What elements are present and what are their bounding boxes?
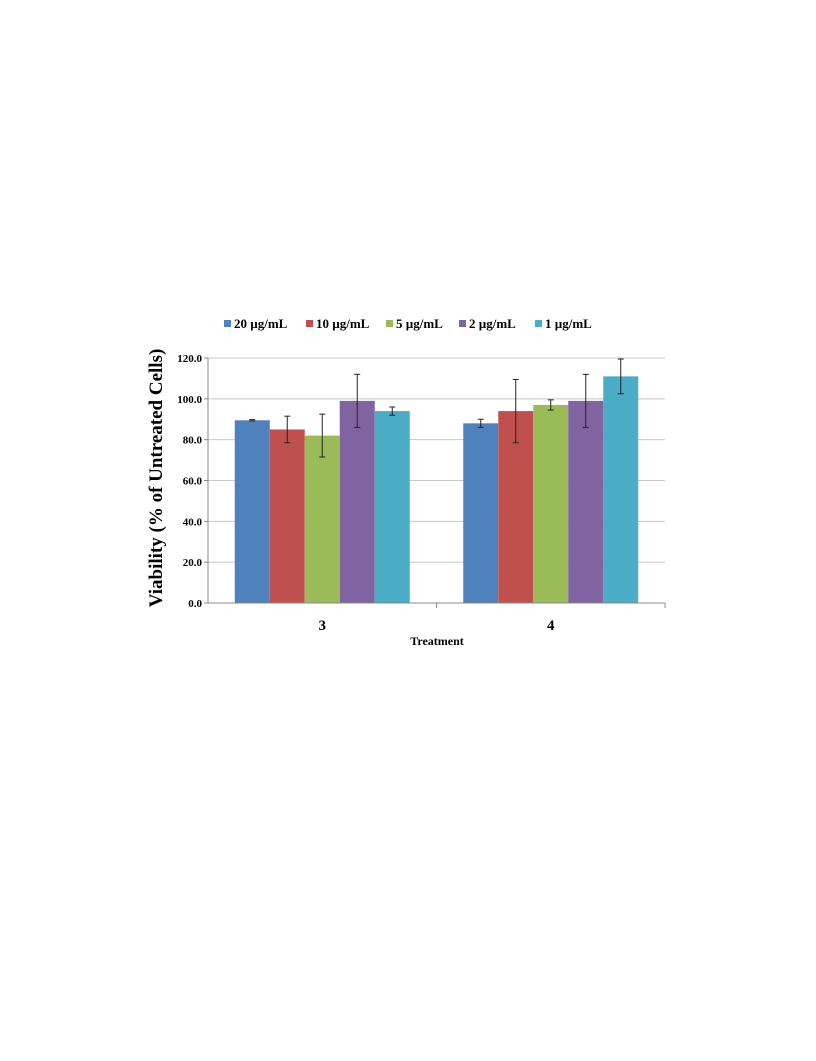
legend-swatch [386, 320, 393, 327]
y-tick-label: 100.0 [177, 394, 202, 406]
legend-label: 20 µg/mL [234, 316, 288, 331]
error-bars [249, 358, 624, 458]
y-tick-label: 20.0 [183, 557, 203, 569]
y-tick-label: 120.0 [177, 353, 202, 365]
legend-label: 1 µg/mL [545, 316, 592, 331]
bar-3-series-1 [234, 420, 270, 603]
y-tick-label: 80.0 [183, 435, 203, 447]
bar-4-series-3 [533, 404, 569, 603]
legend-swatch [306, 320, 313, 327]
axes [204, 357, 666, 608]
bar-3-series-2 [269, 429, 305, 603]
bar-3-series-3 [304, 435, 340, 603]
legend-swatch [535, 320, 542, 327]
legend-label: 2 µg/mL [469, 316, 516, 331]
tick-labels: 0.0 20.0 40.0 60.0 80.0 100.0 120.0 3 4 [177, 353, 555, 634]
bars [234, 376, 639, 603]
bar-4-series-1 [463, 423, 499, 603]
y-tick-label: 40.0 [183, 516, 203, 528]
bar-3-series-4 [339, 400, 375, 603]
legend-swatch [459, 320, 466, 327]
legend-swatch [224, 320, 231, 327]
legend-label: 5 µg/mL [396, 316, 443, 331]
x-category-label: 4 [547, 618, 555, 634]
bar-4-series-5 [603, 376, 639, 603]
x-category-label: 3 [319, 618, 327, 634]
y-tick-label: 0.0 [188, 598, 202, 610]
x-axis-title: Treatment [410, 634, 464, 648]
legend: 20 µg/mL 10 µg/mL 5 µg/mL 2 µg/mL 1 µg/mL [224, 316, 592, 331]
bar-4-series-4 [568, 400, 604, 603]
legend-label: 10 µg/mL [316, 316, 370, 331]
bar-3-series-5 [374, 411, 410, 603]
y-axis-title: Viability (% of Untreated Cells) [146, 349, 167, 608]
y-tick-label: 60.0 [183, 476, 203, 488]
